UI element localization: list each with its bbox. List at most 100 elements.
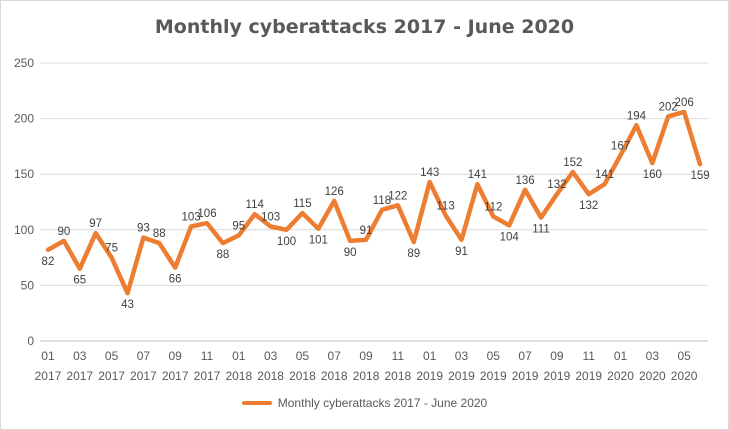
data-point <box>253 212 257 216</box>
data-label: 95 <box>232 220 245 232</box>
data-label: 100 <box>277 236 296 248</box>
data-label: 97 <box>89 218 102 230</box>
x-tick-label: 03 <box>455 349 469 363</box>
data-label: 160 <box>643 169 662 181</box>
chart-title: Monthly cyberattacks 2017 - June 2020 <box>154 16 575 38</box>
data-point <box>666 114 670 118</box>
x-tick-label: 2019 <box>448 369 475 383</box>
data-label: 118 <box>373 195 391 207</box>
x-tick-label: 07 <box>137 349 151 363</box>
series-line <box>45 109 703 296</box>
data-point <box>507 223 511 227</box>
data-label: 65 <box>73 275 86 287</box>
x-tick-label: 2018 <box>225 369 252 383</box>
x-tick-label: 2018 <box>385 369 412 383</box>
data-label: 106 <box>197 208 216 220</box>
data-point <box>125 291 129 295</box>
data-label: 82 <box>42 256 55 268</box>
data-label: 141 <box>595 169 614 181</box>
data-label: 104 <box>500 231 520 243</box>
x-tick-label: 09 <box>359 349 373 363</box>
data-label: 132 <box>579 200 598 212</box>
data-label: 152 <box>563 157 582 169</box>
data-point <box>269 224 273 228</box>
data-point <box>459 238 463 242</box>
x-tick-label: 07 <box>518 349 532 363</box>
data-label: 112 <box>484 201 502 213</box>
x-tick-label: 2020 <box>607 369 634 383</box>
data-point <box>205 221 209 225</box>
x-tick-label: 05 <box>105 349 119 363</box>
y-tick-label: 200 <box>14 112 34 126</box>
x-tick-label: 07 <box>328 349 342 363</box>
data-point <box>650 161 654 165</box>
x-tick-label: 2019 <box>512 369 539 383</box>
legend: Monthly cyberattacks 2017 - June 2020 <box>0 396 729 410</box>
x-tick-label: 2017 <box>35 369 62 383</box>
x-tick-label: 2017 <box>98 369 125 383</box>
data-point <box>157 241 161 245</box>
x-tick-label: 09 <box>550 349 564 363</box>
data-point <box>141 236 145 240</box>
data-label: 66 <box>169 274 182 286</box>
data-point <box>587 192 591 196</box>
data-label: 91 <box>455 246 468 258</box>
data-label: 88 <box>217 249 230 261</box>
x-tick-label: 03 <box>73 349 87 363</box>
x-tick-label: 2018 <box>257 369 284 383</box>
data-label: 75 <box>105 243 118 255</box>
x-tick-label: 05 <box>487 349 501 363</box>
x-tick-label: 2017 <box>194 369 221 383</box>
data-point <box>332 199 336 203</box>
data-point <box>173 266 177 270</box>
data-label: 88 <box>153 228 166 240</box>
x-tick-label: 11 <box>582 349 595 363</box>
data-point <box>221 241 225 245</box>
data-label: 143 <box>420 167 439 179</box>
data-label: 167 <box>611 140 630 152</box>
data-point <box>78 267 82 271</box>
data-label: 90 <box>344 247 357 259</box>
y-tick-label: 100 <box>14 223 34 237</box>
data-point <box>603 182 607 186</box>
x-tick-label: 05 <box>677 349 691 363</box>
x-tick-label: 2017 <box>130 369 157 383</box>
legend-swatch <box>241 401 272 405</box>
data-point <box>428 180 432 184</box>
data-label: 113 <box>436 200 454 212</box>
data-point <box>316 227 320 231</box>
data-label: 159 <box>690 170 709 182</box>
data-point <box>555 192 559 196</box>
y-tick-label: 0 <box>27 334 34 348</box>
x-tick-label: 01 <box>614 349 628 363</box>
data-label: 91 <box>360 225 373 237</box>
data-label: 111 <box>532 224 549 236</box>
data-point <box>412 240 416 244</box>
data-label: 115 <box>293 198 311 210</box>
y-tick-label: 250 <box>14 56 34 70</box>
data-label: 114 <box>246 199 265 211</box>
x-tick-label: 03 <box>264 349 278 363</box>
x-tick-label: 03 <box>646 349 660 363</box>
data-point <box>189 224 193 228</box>
data-label: 202 <box>659 101 678 113</box>
x-tick-label: 09 <box>169 349 183 363</box>
data-point <box>237 233 241 237</box>
data-point <box>634 123 638 127</box>
data-label: 194 <box>627 110 647 122</box>
x-tick-label: 2018 <box>353 369 380 383</box>
x-tick-label: 11 <box>201 349 214 363</box>
data-point <box>682 110 686 114</box>
x-tick-label: 2020 <box>639 369 666 383</box>
y-tick-label: 150 <box>14 167 34 181</box>
data-point <box>444 213 448 217</box>
data-point <box>491 214 495 218</box>
data-label: 132 <box>547 179 566 191</box>
data-point <box>396 203 400 207</box>
data-label: 90 <box>57 226 70 238</box>
data-point <box>300 211 304 215</box>
x-tick-label: 2019 <box>544 369 571 383</box>
data-point <box>46 248 50 252</box>
data-point <box>348 239 352 243</box>
y-tick-label: 50 <box>21 278 35 292</box>
